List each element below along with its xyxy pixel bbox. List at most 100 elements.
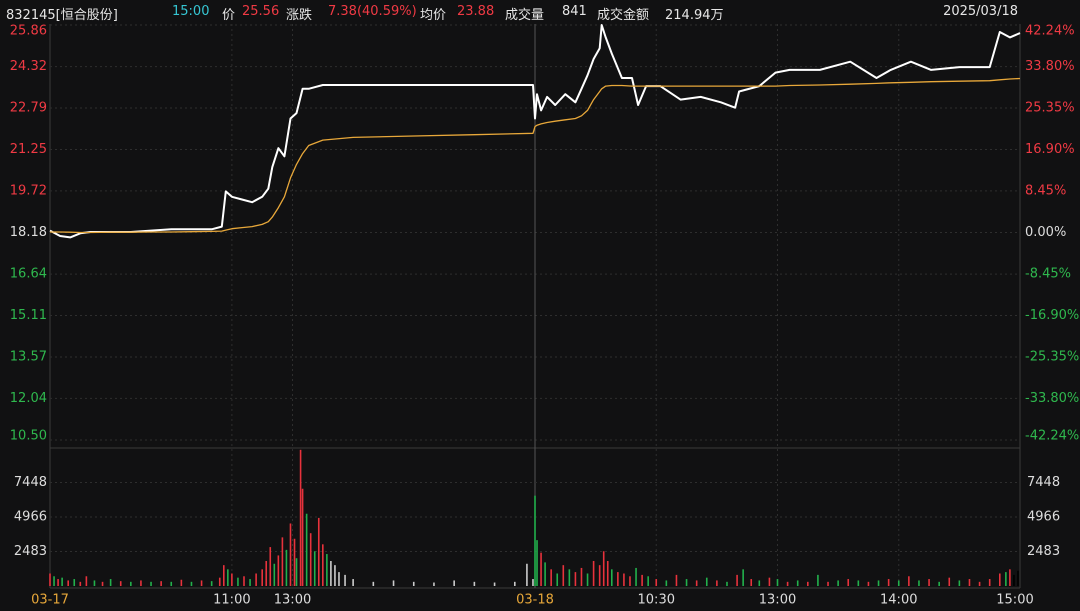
date: 2025/03/18 bbox=[943, 4, 1018, 19]
price-line bbox=[50, 77, 1021, 234]
y-tick-label: 18.18 bbox=[10, 225, 47, 240]
volume-bar bbox=[322, 544, 324, 586]
volume-bar bbox=[326, 554, 328, 586]
value: 25.56 bbox=[242, 4, 280, 19]
volume-bar bbox=[109, 579, 112, 586]
volume-bar bbox=[534, 495, 536, 586]
volume-bar bbox=[968, 579, 971, 586]
volume-bar bbox=[170, 581, 173, 586]
x-tick-label: 10:30 bbox=[638, 593, 675, 608]
volume-bar bbox=[330, 560, 332, 586]
value: 7.38(40.59%) bbox=[328, 4, 417, 19]
volume-bar bbox=[857, 580, 860, 586]
volume-bar bbox=[160, 581, 162, 586]
y-tick-label: 13.57 bbox=[10, 350, 47, 365]
volume-bar bbox=[574, 572, 577, 586]
volume-bar bbox=[85, 576, 88, 586]
volume-bar bbox=[67, 580, 69, 586]
volume-bar bbox=[265, 560, 268, 586]
volume-bar bbox=[647, 576, 649, 586]
volume-bar bbox=[685, 579, 688, 586]
volume-bar bbox=[513, 581, 516, 586]
y-tick-label: 16.64 bbox=[10, 267, 47, 282]
y-tick-label: 19.72 bbox=[10, 183, 47, 198]
value: 23.88 bbox=[457, 4, 495, 19]
volume-bar bbox=[586, 573, 589, 586]
x-tick-label: 13:00 bbox=[274, 593, 311, 608]
volume-bar bbox=[887, 579, 890, 586]
volume-bar bbox=[285, 549, 288, 586]
volume-bar bbox=[140, 580, 142, 586]
x-tick-label: 11:00 bbox=[213, 593, 250, 608]
label: 涨跌 bbox=[286, 8, 313, 23]
volume-bar bbox=[101, 581, 104, 586]
volume-bar bbox=[53, 576, 55, 586]
y-tick-label: 4966 bbox=[14, 509, 47, 524]
volume-bar bbox=[750, 579, 753, 586]
volume-bar bbox=[269, 547, 272, 586]
volume-bar bbox=[726, 581, 728, 586]
volume-bar bbox=[1017, 570, 1019, 586]
stock-code: 832145[恒合股份] bbox=[6, 8, 118, 23]
volume-bar bbox=[635, 567, 637, 586]
volume-bar bbox=[344, 574, 346, 586]
volume-bar bbox=[705, 577, 708, 586]
volume-bar bbox=[277, 555, 280, 586]
volume-bar bbox=[948, 577, 951, 586]
volume-bar bbox=[1009, 569, 1011, 586]
volume-bar bbox=[210, 581, 213, 586]
price-line bbox=[49, 24, 1021, 239]
y2-tick-label: 4966 bbox=[1027, 509, 1060, 524]
volume-bar bbox=[180, 579, 183, 586]
volume-bar bbox=[526, 563, 528, 586]
volume-bar bbox=[299, 449, 302, 586]
volume-bar bbox=[592, 560, 595, 586]
y2-tick-label: 0.00% bbox=[1025, 225, 1066, 240]
volume-bar bbox=[305, 513, 308, 586]
volume-bar bbox=[602, 551, 605, 586]
volume-bar bbox=[301, 488, 304, 586]
y2-tick-label: 33.80% bbox=[1025, 59, 1075, 74]
volume-bar bbox=[540, 552, 542, 586]
y2-tick-label: -42.24% bbox=[1025, 429, 1079, 444]
y2-tick-label: -33.80% bbox=[1025, 391, 1079, 406]
volume-bar bbox=[606, 560, 609, 586]
volume-bar bbox=[580, 567, 583, 586]
volume-bar bbox=[338, 572, 340, 586]
volume-bar bbox=[61, 577, 63, 586]
volume-bar bbox=[877, 580, 880, 586]
volume-bar bbox=[334, 565, 336, 586]
volume-bar bbox=[453, 580, 455, 586]
volume-bar bbox=[562, 565, 565, 586]
header: 832145[恒合股份] 15:00 价 25.56 涨跌 7.38(40.59… bbox=[0, 0, 1080, 24]
volume-bar bbox=[273, 563, 276, 586]
volume-bar bbox=[786, 581, 789, 586]
volume-bar bbox=[610, 569, 613, 586]
x-tick-label: 13:00 bbox=[759, 593, 796, 608]
y2-tick-label: 42.24% bbox=[1025, 24, 1075, 39]
y-tick-label: 10.50 bbox=[10, 429, 47, 444]
y-tick-label: 7448 bbox=[14, 475, 47, 490]
volume-bar bbox=[988, 579, 991, 586]
volume-bar bbox=[289, 523, 292, 586]
volume-bar bbox=[227, 569, 229, 586]
x-tick-label: 03-17 bbox=[31, 593, 69, 608]
volume-bar bbox=[568, 569, 571, 586]
volume-bar bbox=[433, 582, 435, 586]
volume-bar bbox=[93, 580, 96, 586]
volume-bar bbox=[867, 581, 870, 586]
volume-bar bbox=[79, 581, 82, 586]
volume-bar bbox=[938, 581, 940, 586]
volume-bar bbox=[352, 579, 354, 586]
volume-bar bbox=[222, 565, 225, 586]
volume-bar bbox=[261, 569, 263, 586]
volume-bar bbox=[190, 581, 193, 586]
value: 841 bbox=[562, 4, 587, 19]
volume-bar bbox=[796, 580, 799, 586]
y2-tick-label: -16.90% bbox=[1025, 308, 1079, 323]
volume-bar bbox=[550, 569, 552, 586]
volume-bar bbox=[200, 580, 203, 586]
volume-bar bbox=[255, 573, 257, 586]
